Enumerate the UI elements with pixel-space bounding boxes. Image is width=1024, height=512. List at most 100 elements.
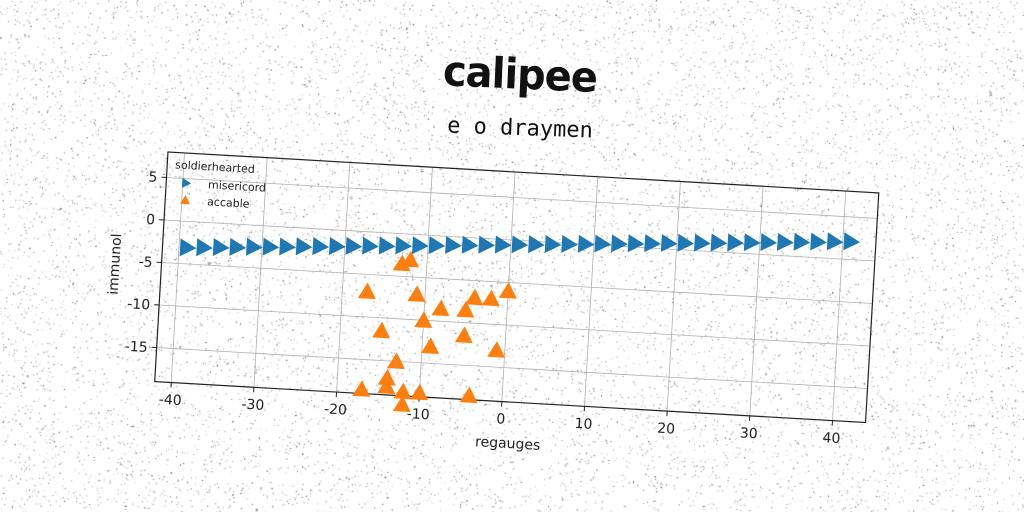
data-point-misericord: [577, 234, 595, 253]
data-point-misericord: [478, 235, 495, 254]
data-point-accable: [414, 311, 433, 328]
x-grid-line: [584, 176, 599, 407]
x-grid-line: [749, 186, 764, 416]
data-point-misericord: [611, 234, 628, 253]
data-point-misericord: [776, 232, 794, 251]
data-point-misericord: [644, 234, 661, 253]
data-point-misericord: [528, 235, 545, 254]
data-point-misericord: [312, 237, 330, 256]
data-point-misericord: [727, 233, 744, 252]
data-point-misericord: [710, 233, 728, 252]
data-point-accable: [498, 282, 517, 299]
x-tick-label: -30: [241, 397, 265, 414]
data-point-misericord: [395, 236, 413, 255]
data-point-misericord: [295, 237, 313, 256]
data-point-misericord: [196, 238, 213, 257]
data-point-accable: [456, 300, 475, 318]
data-point-accable: [454, 326, 473, 344]
data-point-accable: [487, 341, 506, 358]
x-tick-label: -40: [158, 392, 182, 409]
x-grid-line: [832, 191, 847, 421]
data-point-misericord: [544, 235, 562, 253]
x-tick-label: 10: [574, 416, 593, 433]
data-point-misericord: [328, 237, 346, 255]
data-point-accable: [431, 299, 450, 317]
data-point-accable: [393, 382, 412, 400]
data-point-misericord: [378, 236, 396, 255]
data-point-misericord: [445, 235, 462, 254]
data-point-misericord: [810, 232, 827, 251]
x-tick-label: -10: [406, 406, 430, 423]
data-point-misericord: [262, 237, 280, 256]
x-tick-label: 30: [739, 425, 758, 442]
data-point-misericord: [411, 236, 429, 255]
data-point-misericord: [594, 234, 612, 253]
data-point-accable: [352, 380, 371, 397]
data-point-misericord: [843, 232, 861, 251]
data-point-misericord: [428, 236, 446, 255]
data-points: [179, 232, 861, 413]
y-tick-label: -10: [127, 296, 151, 313]
y-tick-label: 5: [148, 169, 158, 185]
data-point-misericord: [229, 237, 247, 256]
legend-marker-misericord: [181, 177, 192, 188]
x-tick-label: -20: [324, 401, 348, 418]
x-grid-line: [336, 162, 351, 393]
data-point-accable: [377, 377, 396, 395]
x-grid-line: [418, 167, 433, 397]
legend-title: soldierhearted: [175, 158, 255, 176]
y-tick-label: 0: [146, 212, 156, 228]
y-tick-label: -15: [124, 339, 148, 356]
data-point-misericord: [561, 234, 578, 253]
data-point-misericord: [345, 236, 363, 255]
data-point-accable: [377, 368, 396, 386]
x-grid-line: [666, 181, 681, 412]
data-point-accable: [459, 386, 478, 404]
data-point-misericord: [511, 235, 529, 254]
data-point-misericord: [279, 237, 296, 256]
data-point-accable: [481, 289, 500, 307]
data-point-accable: [465, 288, 484, 306]
data-point-misericord: [212, 238, 230, 257]
y-grid-line: [166, 177, 878, 219]
data-point-accable: [401, 250, 420, 268]
data-point-misericord: [179, 238, 197, 257]
x-tick-label: 0: [496, 411, 506, 427]
y-grid-line: [156, 347, 868, 389]
data-point-misericord: [743, 233, 761, 252]
y-axis-label: immunol: [106, 233, 126, 295]
data-point-accable: [410, 383, 429, 401]
data-point-accable: [407, 285, 426, 302]
data-point-accable: [372, 321, 391, 339]
y-grid-line: [159, 304, 870, 347]
data-point-misericord: [627, 234, 645, 253]
y-tick-label: -5: [138, 254, 153, 271]
y-grid-line: [161, 262, 873, 304]
x-grid-line: [253, 157, 268, 388]
data-point-misericord: [694, 233, 711, 252]
legend-label-misericord: misericord: [208, 178, 267, 194]
data-point-accable: [421, 337, 439, 354]
data-point-misericord: [660, 233, 678, 252]
data-point-accable: [392, 395, 411, 413]
x-axis-label: regauges: [475, 434, 541, 454]
data-point-misericord: [826, 232, 844, 251]
x-tick-label: 20: [657, 421, 676, 438]
data-point-misericord: [793, 232, 811, 251]
legend-label-accable: accable: [207, 195, 250, 210]
data-point-misericord: [677, 233, 695, 252]
data-point-misericord: [362, 236, 379, 255]
data-point-accable: [357, 282, 376, 300]
data-point-misericord: [494, 235, 512, 254]
data-point-accable: [392, 254, 411, 272]
plot-frame: [154, 151, 880, 424]
data-point-misericord: [461, 235, 479, 254]
data-point-misericord: [245, 237, 263, 256]
legend-marker-accable: [179, 195, 190, 205]
x-grid-line: [170, 152, 185, 383]
data-point-accable: [386, 352, 405, 370]
